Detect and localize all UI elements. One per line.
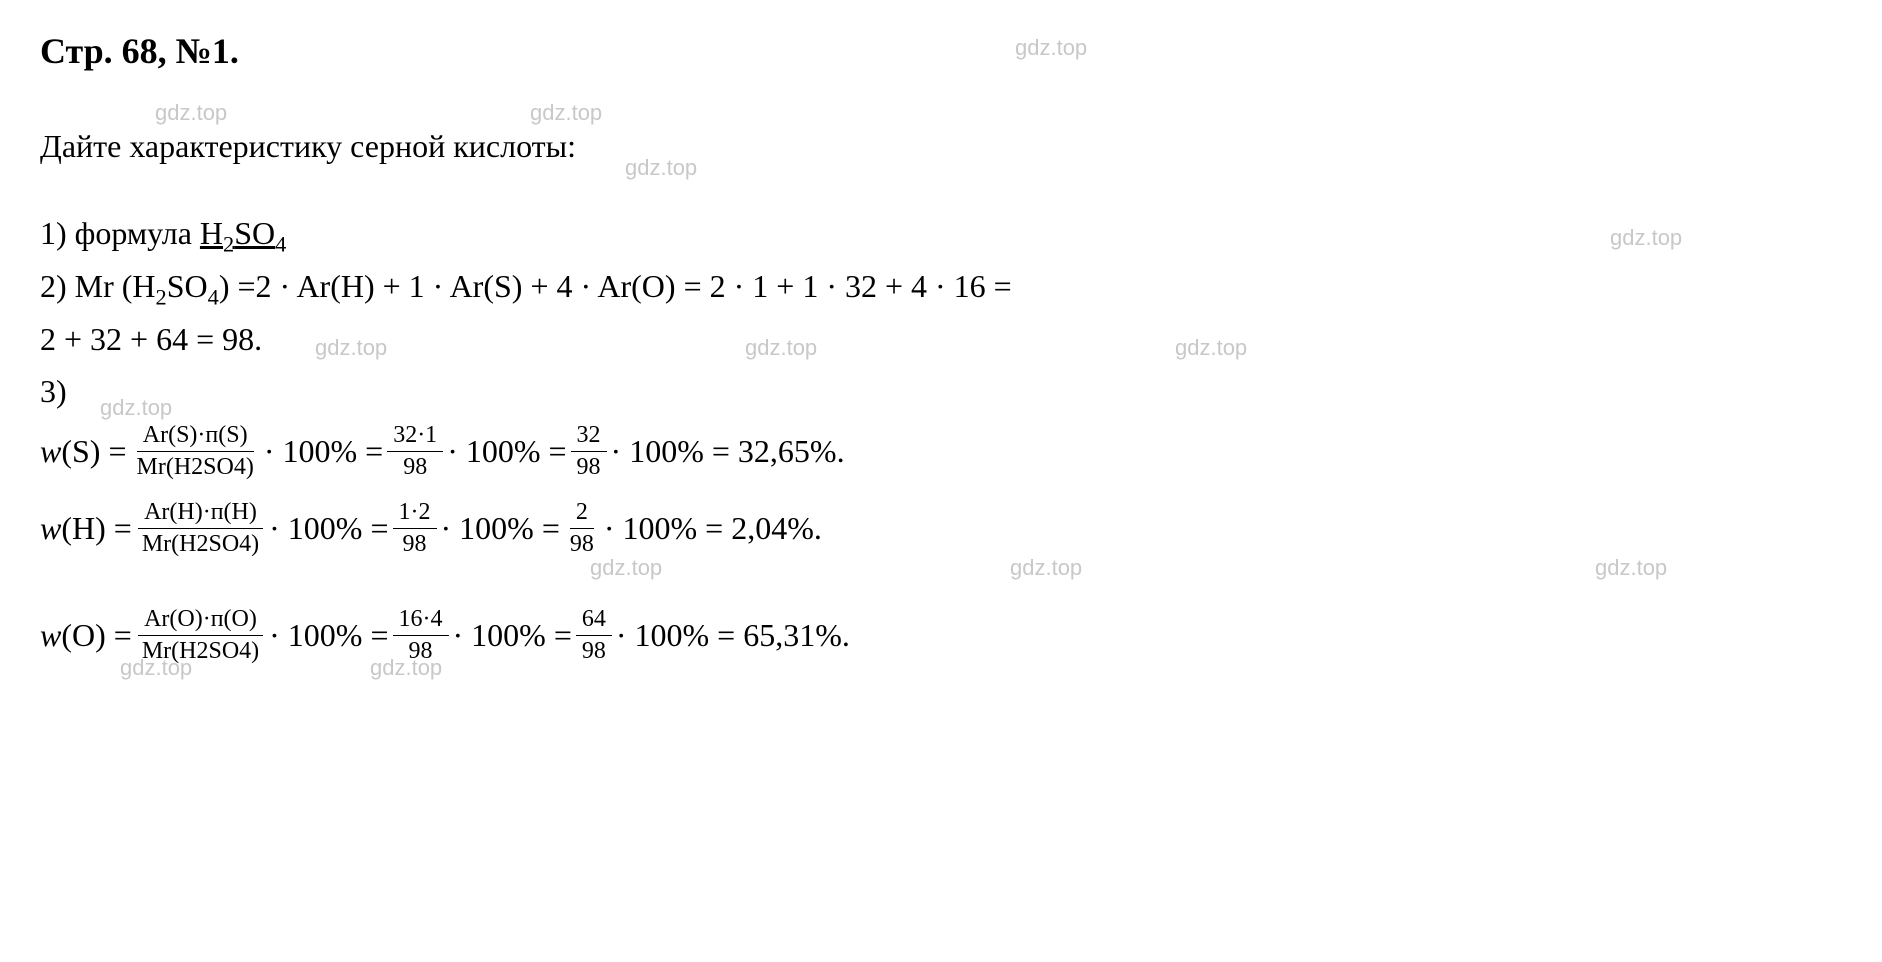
wO-frac3: 64 98 [576, 606, 612, 665]
wO-w: w [40, 617, 61, 654]
wH-frac3: 2 98 [564, 499, 600, 558]
item-2-rest: ) =2 · Ar(H) + 1 · Ar(S) + 4 · Ar(O) = 2… [219, 268, 1012, 304]
wO-frac1-num: Ar(O)·п(O) [138, 606, 263, 636]
wO-mid2: · 100% = [453, 617, 572, 654]
instruction-text: Дайте характеристику серной кислоты: [40, 128, 1842, 165]
wO-frac1: Ar(O)·п(O) Mr(H2SO4) [136, 606, 265, 665]
formula-so: SO [234, 215, 275, 251]
wS-frac2-num: 32·1 [387, 422, 443, 452]
wH-tail: · 100% = 2,04%. [604, 510, 822, 547]
wS-frac3-den: 98 [571, 452, 607, 481]
item-1-label: 1) формула [40, 215, 192, 251]
formula-wO: w (O) = Ar(O)·п(O) Mr(H2SO4) · 100% = 16… [40, 606, 1842, 665]
wO-elem: (O) = [61, 617, 131, 654]
wH-elem: (H) = [61, 510, 131, 547]
item-2-line2: 2 + 32 + 64 = 98. [40, 317, 1842, 362]
formula-h-sub: 2 [223, 231, 234, 256]
wH-frac3-den: 98 [564, 529, 600, 558]
item-1-formula: H2SO4 [200, 215, 286, 251]
formula-so-sub: 4 [275, 231, 286, 256]
wO-mid1: · 100% = [269, 617, 388, 654]
wS-elem: (S) = [61, 433, 126, 470]
wO-tail: · 100% = 65,31%. [616, 617, 850, 654]
wS-mid2: · 100% = [447, 433, 566, 470]
wS-w: w [40, 433, 61, 470]
formula-h: H [200, 215, 223, 251]
wH-frac2-num: 1·2 [393, 499, 437, 529]
wH-mid1: · 100% = [269, 510, 388, 547]
wO-frac3-den: 98 [576, 636, 612, 665]
item-2-sub2: 4 [208, 284, 219, 309]
wH-frac1-den: Mr(H2SO4) [136, 529, 265, 558]
wH-frac1: Ar(H)·п(H) Mr(H2SO4) [136, 499, 265, 558]
formula-wH: w (H) = Ar(H)·п(H) Mr(H2SO4) · 100% = 1·… [40, 499, 1842, 558]
wH-frac1-num: Ar(H)·п(H) [138, 499, 263, 529]
item-2-mid1: SO [167, 268, 208, 304]
wH-frac2: 1·2 98 [393, 499, 437, 558]
wS-frac1-den: Mr(H2SO4) [131, 452, 260, 481]
wS-frac3: 32 98 [571, 422, 607, 481]
wH-frac3-num: 2 [570, 499, 594, 529]
formula-wS: w (S) = Ar(S)·п(S) Mr(H2SO4) · 100% = 32… [40, 422, 1842, 481]
wS-frac1: Ar(S)·п(S) Mr(H2SO4) [131, 422, 260, 481]
wO-frac2: 16·4 98 [393, 606, 449, 665]
wO-frac1-den: Mr(H2SO4) [136, 636, 265, 665]
wS-frac2: 32·1 98 [387, 422, 443, 481]
item-3-label: 3) [40, 369, 1842, 414]
wO-frac3-num: 64 [576, 606, 612, 636]
wS-tail: · 100% = 32,65%. [611, 433, 845, 470]
wH-mid2: · 100% = [441, 510, 560, 547]
wH-frac2-den: 98 [397, 529, 433, 558]
wO-frac2-den: 98 [403, 636, 439, 665]
item-2-prefix: 2) Mr (H [40, 268, 156, 304]
item-2-line1: 2) Mr (H2SO4) =2 · Ar(H) + 1 · Ar(S) + 4… [40, 264, 1842, 309]
item-2-sub1: 2 [156, 284, 167, 309]
page-title: Стр. 68, №1. [40, 30, 1842, 72]
item-1: 1) формула H2SO4 [40, 211, 1842, 256]
wS-mid1: · 100% = [264, 433, 383, 470]
wS-frac1-num: Ar(S)·п(S) [137, 422, 254, 452]
wS-frac2-den: 98 [397, 452, 433, 481]
wH-w: w [40, 510, 61, 547]
wO-frac2-num: 16·4 [393, 606, 449, 636]
wS-frac3-num: 32 [571, 422, 607, 452]
